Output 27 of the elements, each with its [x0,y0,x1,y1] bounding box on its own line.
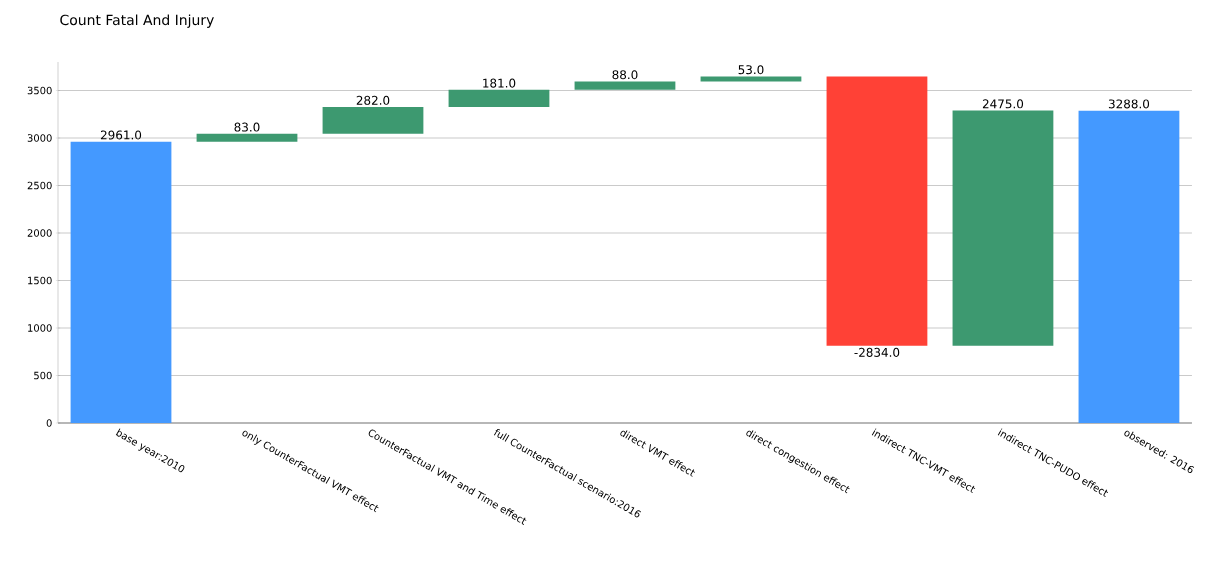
bar [70,141,172,423]
data-label: 83.0 [234,122,260,132]
data-label: 88.0 [612,70,638,80]
bar [700,76,802,82]
data-label: 3288.0 [1108,99,1150,109]
bar [1078,110,1180,423]
bar [826,76,928,346]
bar [952,110,1054,346]
bar [574,81,676,90]
bar [196,133,298,142]
y-tick-label: 0 [46,419,52,427]
data-label: -2834.0 [854,347,900,357]
data-label: 2475.0 [982,99,1024,109]
chart-title: Count Fatal And Injury [60,14,214,28]
bar [448,89,550,108]
data-label: 53.0 [738,65,764,75]
y-tick-label: 3000 [27,134,52,142]
data-label: 282.0 [356,95,390,105]
data-label: 181.0 [483,78,516,88]
y-tick-label: 2000 [27,229,52,237]
y-tick-label: 3500 [27,86,52,95]
y-tick-label: 1000 [28,324,52,332]
y-tick-label: 1500 [28,276,52,285]
data-label: 2961.0 [100,130,142,140]
bar [322,107,424,134]
y-tick-label: 2500 [27,181,52,190]
y-tick-label: 500 [34,371,52,380]
